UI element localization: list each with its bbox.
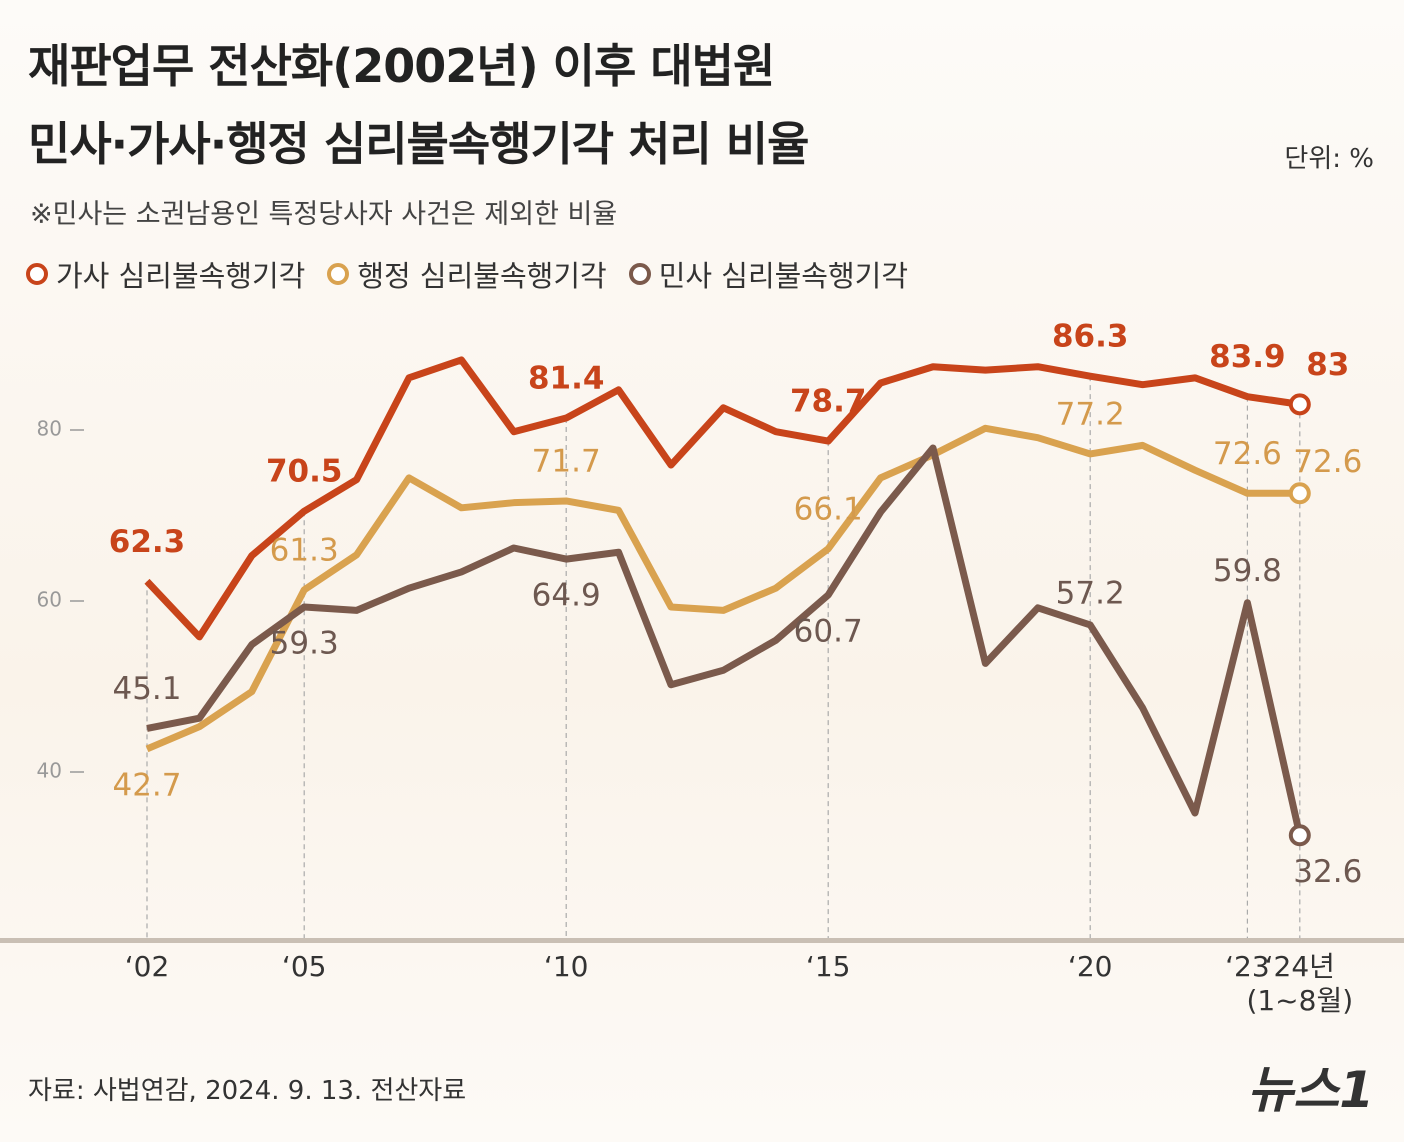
series-line [144,356,1301,641]
data-label: 81.4 [528,361,605,397]
series-line [146,444,1304,837]
data-label: 32.6 [1293,854,1362,890]
data-label: 70.5 [266,454,343,490]
data-label: 72.6 [1213,436,1282,472]
end-marker [1288,482,1311,505]
x-tick-label: ‘20 [1067,950,1113,983]
x-tick-label: ‘23 [1225,950,1270,983]
legend-marker [628,263,651,285]
end-marker [1288,824,1311,847]
title-line: 민사·가사·행정 심리불속행기각 처리 비율 [28,117,809,171]
x-tick-label: ‘24년 (1~8월) [1246,950,1354,1017]
end-marker [1288,393,1311,416]
x-tick-label: ‘10 [543,950,589,983]
legend-label: 가사 심리불속행기각 [56,259,306,293]
data-label: 66.1 [794,491,863,527]
data-label: 59.3 [270,625,339,661]
unit: 단위: % [1284,144,1374,174]
data-label: 83.9 [1209,339,1286,375]
legend-item: 민사 심리불속행기각 [628,253,909,295]
data-label: 62.3 [109,524,186,560]
legend-marker [26,263,48,285]
y-tick-label: 40 [37,759,62,783]
data-label: 57.2 [1056,575,1125,611]
data-label: 77.2 [1056,396,1125,432]
x-tick-label: ‘15 [805,950,851,983]
x-tick-label: ‘05 [281,950,327,983]
logo: 뉴스1 [1247,1061,1374,1119]
source: 자료: 사법연감, 2024. 9. 13. 전산자료 [28,1076,467,1106]
data-label: 72.6 [1293,444,1362,480]
series-line [145,424,1300,753]
legend: 가사 심리불속행기각 행정 심리불속행기각 민사 심리불속행기각 [26,253,908,295]
title-line: 재판업무 전산화(2002년) 이후 대법원 [28,39,775,93]
legend-label: 행정 심리불속행기각 [357,259,607,293]
note: ※민사는 소권남용인 특정당사자 사건은 제외한 비율 [30,199,618,230]
data-label: 71.7 [532,443,601,479]
x-axis [0,938,1404,943]
legend-item: 가사 심리불속행기각 [26,253,305,295]
data-label: 61.3 [270,532,339,568]
legend-label: 민사 심리불속행기각 [658,259,909,293]
y-tick-label: 60 [37,588,62,612]
x-tick-label: ‘02 [124,950,170,983]
data-label: 60.7 [794,614,863,650]
data-label: 45.1 [112,671,181,707]
data-label: 64.9 [532,578,601,614]
y-tick-label: 80 [37,417,62,441]
data-label: 78.7 [790,384,867,420]
data-label: 42.7 [112,767,181,803]
data-label: 86.3 [1052,319,1129,355]
data-label: 83 [1306,347,1349,383]
legend-marker [327,263,350,285]
legend-item: 행정 심리불속행기각 [327,253,607,295]
data-label: 59.8 [1213,553,1282,589]
